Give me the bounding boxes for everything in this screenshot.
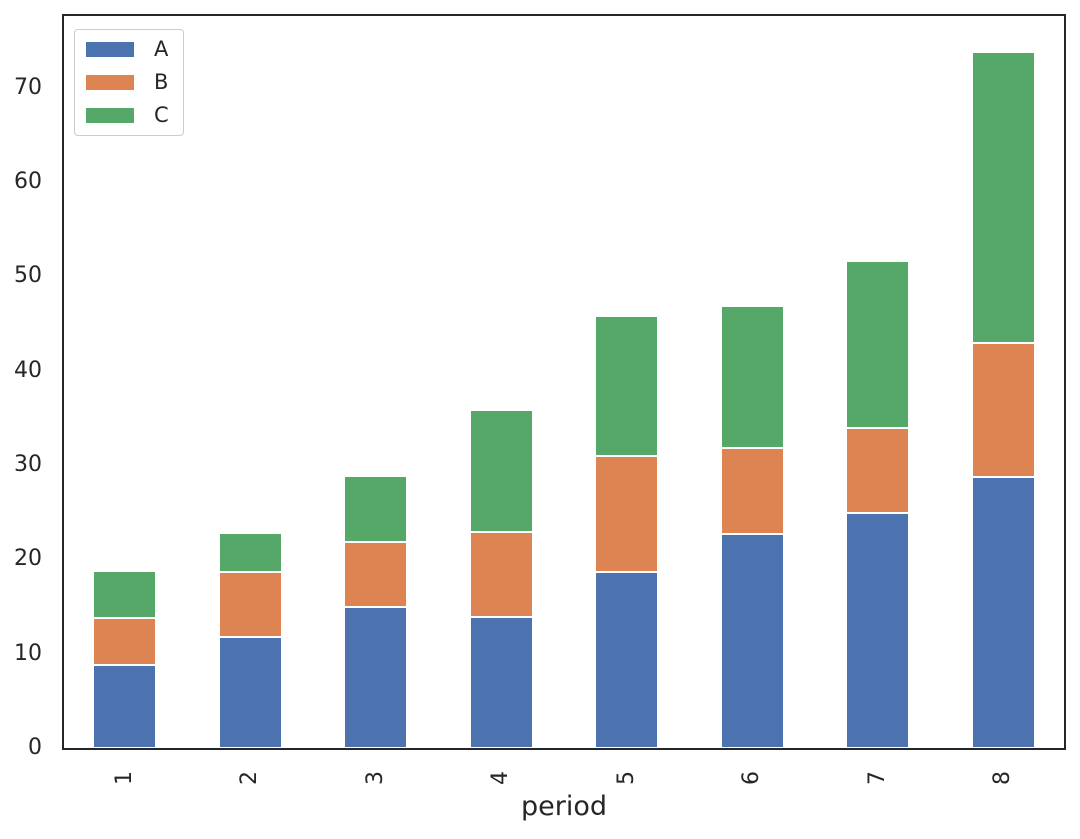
bar-segment-A-period-7 <box>846 513 910 748</box>
x-tick-label-1: 1 <box>105 757 145 799</box>
y-tick-label-10: 10 <box>14 640 42 666</box>
bar-segment-C-period-8 <box>971 51 1035 344</box>
legend-entry-B: B <box>86 66 169 99</box>
y-tick-label-0: 0 <box>28 735 42 760</box>
bar-segment-A-period-8 <box>971 477 1035 748</box>
legend-swatch-B <box>86 75 134 90</box>
bar-segment-B-period-7 <box>846 428 910 514</box>
bar-segment-B-period-5 <box>595 456 659 572</box>
legend-swatch-C <box>86 108 134 123</box>
x-tick-text: 5 <box>613 771 639 785</box>
x-tick-label-7: 7 <box>858 757 898 799</box>
legend-label-A: A <box>154 37 169 61</box>
legend-label-B: B <box>154 70 169 94</box>
x-tick-text: 6 <box>739 771 765 785</box>
bar-segment-B-period-2 <box>218 571 282 637</box>
bar-segment-C-period-3 <box>344 476 408 543</box>
x-tick-label-2: 2 <box>230 757 270 799</box>
x-axis-label: period <box>520 791 607 822</box>
legend-label-C: C <box>154 103 169 127</box>
bar-segment-C-period-4 <box>469 410 533 532</box>
y-tick-label-50: 50 <box>14 263 42 289</box>
x-tick-label-3: 3 <box>356 757 396 799</box>
bar-segment-A-period-5 <box>595 571 659 748</box>
legend-entry-C: C <box>86 99 169 132</box>
y-tick-label-60: 60 <box>14 168 42 194</box>
bar-segment-C-period-6 <box>720 306 784 448</box>
x-tick-label-6: 6 <box>732 757 772 799</box>
bar-segment-A-period-3 <box>344 607 408 748</box>
y-tick-label-70: 70 <box>14 74 42 100</box>
y-tick-label-20: 20 <box>14 546 42 572</box>
y-tick-label-30: 30 <box>14 451 42 477</box>
x-tick-text: 3 <box>362 771 388 785</box>
plot-area <box>62 14 1066 750</box>
bar-segment-B-period-8 <box>971 343 1035 478</box>
x-tick-text: 8 <box>990 771 1016 785</box>
x-tick-text: 2 <box>237 771 263 785</box>
bar-segment-A-period-6 <box>720 533 784 748</box>
bar-segment-A-period-4 <box>469 616 533 748</box>
bar-segment-B-period-6 <box>720 447 784 534</box>
legend-entry-A: A <box>86 33 169 66</box>
bar-segment-A-period-1 <box>93 664 157 748</box>
x-tick-text: 4 <box>488 771 514 785</box>
bar-segment-B-period-1 <box>93 617 157 665</box>
x-tick-label-8: 8 <box>983 757 1023 799</box>
x-tick-label-5: 5 <box>607 757 647 799</box>
x-tick-text: 1 <box>111 771 137 785</box>
x-tick-text: 7 <box>864 771 890 785</box>
bar-segment-C-period-1 <box>93 570 157 618</box>
bar-segment-B-period-3 <box>344 542 408 608</box>
bar-segment-B-period-4 <box>469 531 533 617</box>
bar-segment-C-period-5 <box>595 315 659 457</box>
legend-swatch-A <box>86 42 134 57</box>
bar-segment-C-period-7 <box>846 261 910 429</box>
x-tick-label-4: 4 <box>481 757 521 799</box>
bar-segment-C-period-2 <box>218 532 282 572</box>
y-tick-label-40: 40 <box>14 357 42 383</box>
bar-segment-A-period-2 <box>218 636 282 748</box>
